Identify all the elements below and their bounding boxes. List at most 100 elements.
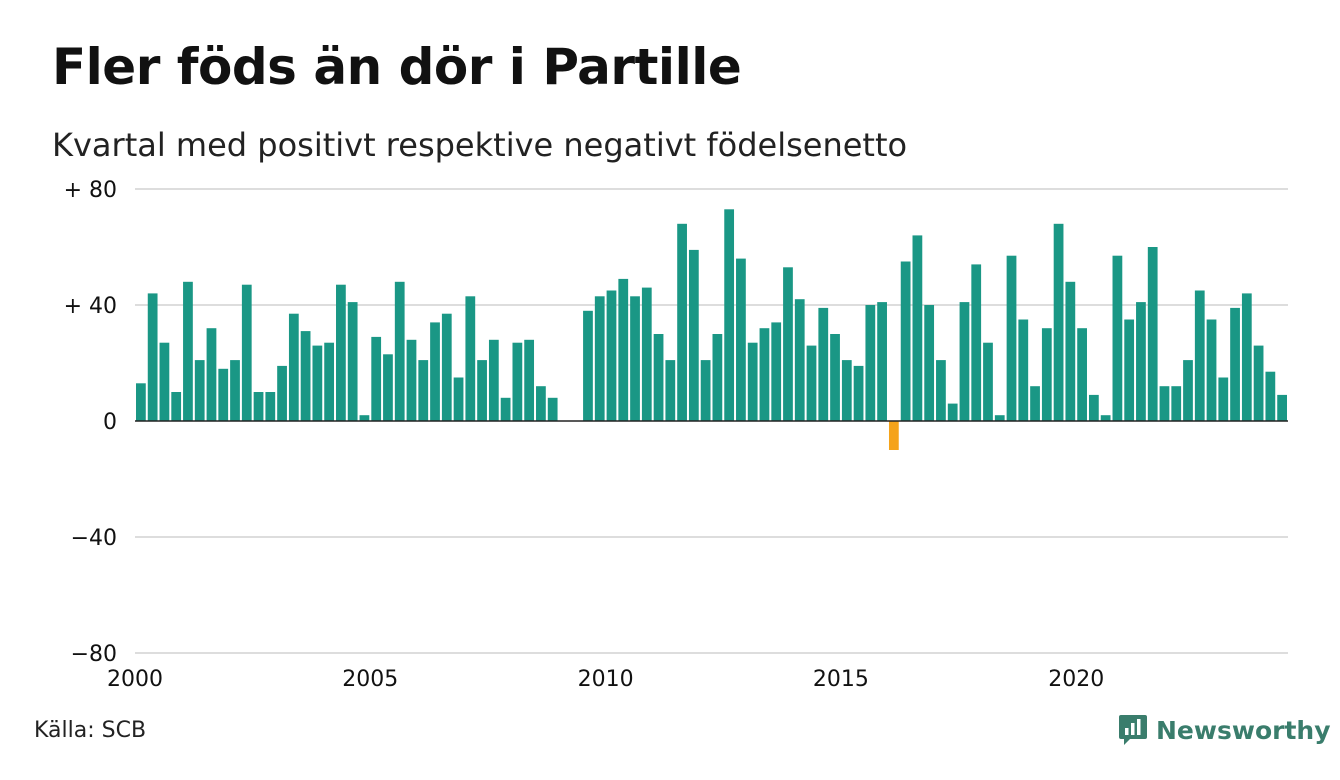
bar bbox=[783, 267, 793, 421]
bar bbox=[1206, 319, 1217, 421]
chart-title: Fler föds än dör i Partille bbox=[52, 38, 742, 96]
bar bbox=[1088, 394, 1099, 421]
bar bbox=[453, 377, 464, 421]
bar bbox=[853, 365, 864, 421]
bar bbox=[1218, 377, 1229, 421]
bar bbox=[630, 296, 640, 421]
bar bbox=[841, 360, 852, 421]
bar bbox=[465, 296, 476, 421]
bar bbox=[171, 392, 182, 421]
bar bbox=[936, 360, 946, 421]
bar bbox=[736, 258, 746, 421]
bar bbox=[994, 415, 1005, 421]
bar bbox=[830, 334, 840, 421]
bar bbox=[1077, 328, 1087, 421]
bar bbox=[324, 342, 335, 421]
bar bbox=[1194, 290, 1205, 421]
newsworthy-logo-icon bbox=[1119, 715, 1147, 745]
bar bbox=[959, 302, 970, 421]
bar bbox=[241, 284, 252, 421]
bar bbox=[771, 322, 782, 421]
bar bbox=[1065, 281, 1076, 421]
bar bbox=[888, 421, 899, 450]
bar bbox=[218, 368, 229, 421]
bar bbox=[253, 392, 264, 421]
chart-subtitle: Kvartal med positivt respektive negativt… bbox=[52, 126, 908, 164]
bar bbox=[594, 296, 605, 421]
bar bbox=[230, 360, 240, 421]
bar bbox=[206, 328, 217, 421]
bar bbox=[359, 415, 370, 421]
bar bbox=[865, 305, 876, 421]
bar bbox=[618, 278, 629, 421]
bar bbox=[312, 345, 323, 421]
bar bbox=[900, 261, 911, 421]
brand-logo[interactable]: Newsworthy bbox=[1118, 712, 1331, 748]
bar bbox=[406, 339, 417, 421]
bar bbox=[1277, 394, 1287, 421]
bar bbox=[1124, 319, 1135, 421]
x-tick-label: 2015 bbox=[813, 667, 869, 692]
bar bbox=[1253, 345, 1264, 421]
bar bbox=[924, 305, 935, 421]
bar bbox=[983, 342, 993, 421]
bar bbox=[194, 360, 205, 421]
bar bbox=[665, 360, 676, 421]
bar bbox=[1241, 293, 1252, 421]
bar bbox=[794, 299, 805, 421]
bar bbox=[488, 339, 499, 421]
bar bbox=[547, 397, 558, 421]
brand-name: Newsworthy bbox=[1156, 715, 1331, 745]
bar bbox=[700, 360, 711, 421]
bar bbox=[136, 383, 146, 421]
y-tick-label: + 40 bbox=[64, 294, 117, 319]
bar bbox=[288, 313, 299, 421]
bar bbox=[1112, 255, 1123, 421]
bar bbox=[265, 392, 276, 421]
bar bbox=[1100, 415, 1111, 421]
bar bbox=[1230, 307, 1240, 421]
bar bbox=[1147, 247, 1158, 421]
bar bbox=[912, 235, 923, 421]
bar bbox=[1053, 223, 1064, 421]
bar bbox=[1030, 386, 1040, 421]
y-tick-label: 0 bbox=[103, 410, 117, 435]
bar bbox=[971, 264, 982, 421]
bar bbox=[606, 290, 617, 421]
bar bbox=[441, 313, 452, 421]
bar bbox=[183, 281, 193, 421]
bar bbox=[536, 386, 546, 421]
bar bbox=[688, 249, 699, 421]
y-tick-label: + 80 bbox=[64, 178, 117, 203]
bar bbox=[430, 322, 440, 421]
bar bbox=[1183, 360, 1193, 421]
bar bbox=[1159, 386, 1170, 421]
bar bbox=[759, 328, 770, 421]
bar bbox=[418, 360, 429, 421]
bar bbox=[1136, 302, 1146, 421]
bar bbox=[277, 365, 287, 421]
bar bbox=[394, 281, 405, 421]
y-tick-label: −40 bbox=[71, 526, 117, 551]
bar bbox=[524, 339, 535, 421]
bar bbox=[512, 342, 523, 421]
x-tick-label: 2010 bbox=[578, 667, 634, 692]
bar bbox=[641, 287, 652, 421]
bar bbox=[300, 331, 311, 421]
bar bbox=[336, 284, 346, 421]
bar bbox=[500, 397, 511, 421]
bar bbox=[806, 345, 817, 421]
y-tick-label: −80 bbox=[71, 642, 117, 667]
bar bbox=[583, 310, 593, 421]
bar bbox=[1171, 386, 1182, 421]
bar bbox=[1006, 255, 1017, 421]
bar bbox=[159, 342, 170, 421]
bar bbox=[747, 342, 758, 421]
x-tick-label: 2020 bbox=[1048, 667, 1104, 692]
bar bbox=[947, 403, 958, 421]
bar bbox=[712, 334, 723, 421]
bar bbox=[1265, 371, 1276, 421]
bar bbox=[818, 307, 829, 421]
bar bbox=[653, 334, 664, 421]
